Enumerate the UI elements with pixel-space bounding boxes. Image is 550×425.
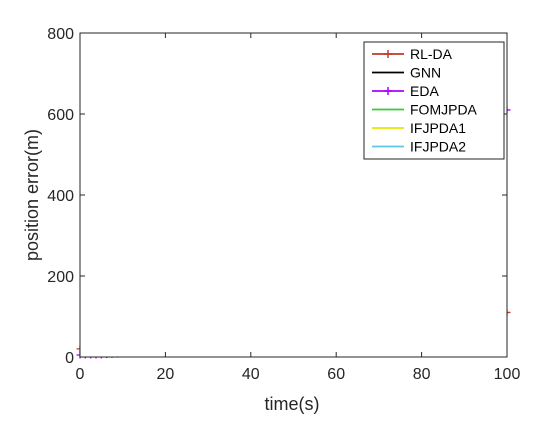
x-axis-label: time(s)	[265, 394, 320, 414]
x-tick-label: 40	[242, 366, 260, 383]
legend-item: EDA	[372, 83, 439, 99]
legend-item: FOMJPDA	[372, 102, 478, 118]
legend-item: RL-DA	[372, 46, 453, 62]
legend-label: EDA	[410, 83, 439, 99]
legend-item: GNN	[372, 65, 441, 81]
y-tick-label: 200	[47, 269, 74, 286]
legend-label: GNN	[410, 65, 441, 81]
legend-label: IFJPDA2	[410, 139, 466, 155]
legend-item: IFJPDA2	[372, 139, 466, 155]
legend-label: IFJPDA1	[410, 120, 466, 136]
legend-item: IFJPDA1	[372, 120, 466, 136]
x-tick-label: 60	[327, 366, 345, 383]
legend-marker	[384, 87, 392, 95]
legend: RL-DA GNN EDA FOMJPDA IFJPDA1 IFJPDA2	[363, 41, 505, 160]
y-axis-label: position error(m)	[22, 129, 42, 261]
legend-label: FOMJPDA	[410, 102, 478, 118]
y-tick-label: 600	[47, 107, 74, 124]
legend-box	[363, 41, 505, 160]
y-tick-label: 0	[65, 350, 74, 367]
x-tick-label: 0	[76, 366, 85, 383]
x-tick-label: 20	[157, 366, 175, 383]
y-tick-label: 400	[47, 188, 74, 205]
legend-marker	[384, 50, 392, 58]
legend-label: RL-DA	[410, 46, 453, 62]
x-tick-label: 100	[494, 366, 521, 383]
y-tick-label: 800	[47, 26, 74, 43]
x-tick-label: 80	[413, 366, 431, 383]
